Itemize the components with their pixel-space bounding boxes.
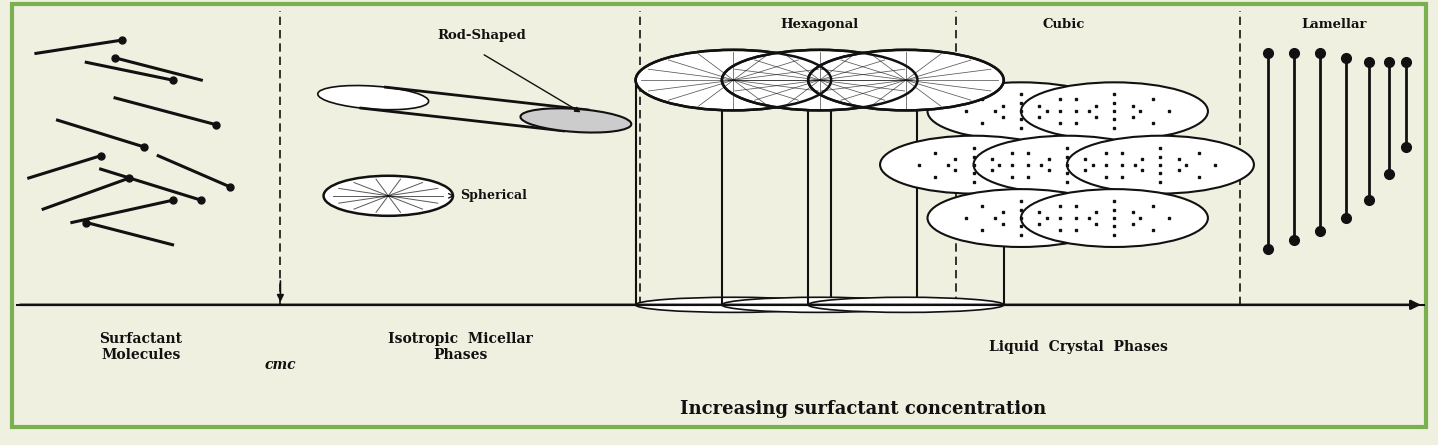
Text: Surfactant
Molecules: Surfactant Molecules [99,332,183,362]
Circle shape [808,50,1004,110]
Circle shape [1021,82,1208,140]
Text: Rod-Shaped: Rod-Shaped [437,29,526,42]
Circle shape [722,50,917,110]
Text: Liquid  Crystal  Phases: Liquid Crystal Phases [989,340,1168,354]
Circle shape [928,189,1114,247]
Circle shape [1021,189,1208,247]
Circle shape [1067,136,1254,194]
Circle shape [636,50,831,110]
Text: Isotropic  Micellar
Phases: Isotropic Micellar Phases [388,332,532,362]
Text: cmc: cmc [265,358,296,372]
Text: Increasing surfactant concentration: Increasing surfactant concentration [680,400,1045,418]
Ellipse shape [318,85,429,110]
Ellipse shape [521,108,631,133]
Circle shape [880,136,1067,194]
Circle shape [324,176,453,216]
Text: Hexagonal: Hexagonal [781,18,858,31]
Circle shape [928,82,1114,140]
Ellipse shape [808,297,1004,312]
Text: Lamellar: Lamellar [1301,18,1368,31]
Ellipse shape [636,297,831,312]
Text: Cubic: Cubic [1043,18,1086,31]
Ellipse shape [722,297,917,312]
Text: Spherical: Spherical [449,189,528,202]
Circle shape [974,136,1160,194]
